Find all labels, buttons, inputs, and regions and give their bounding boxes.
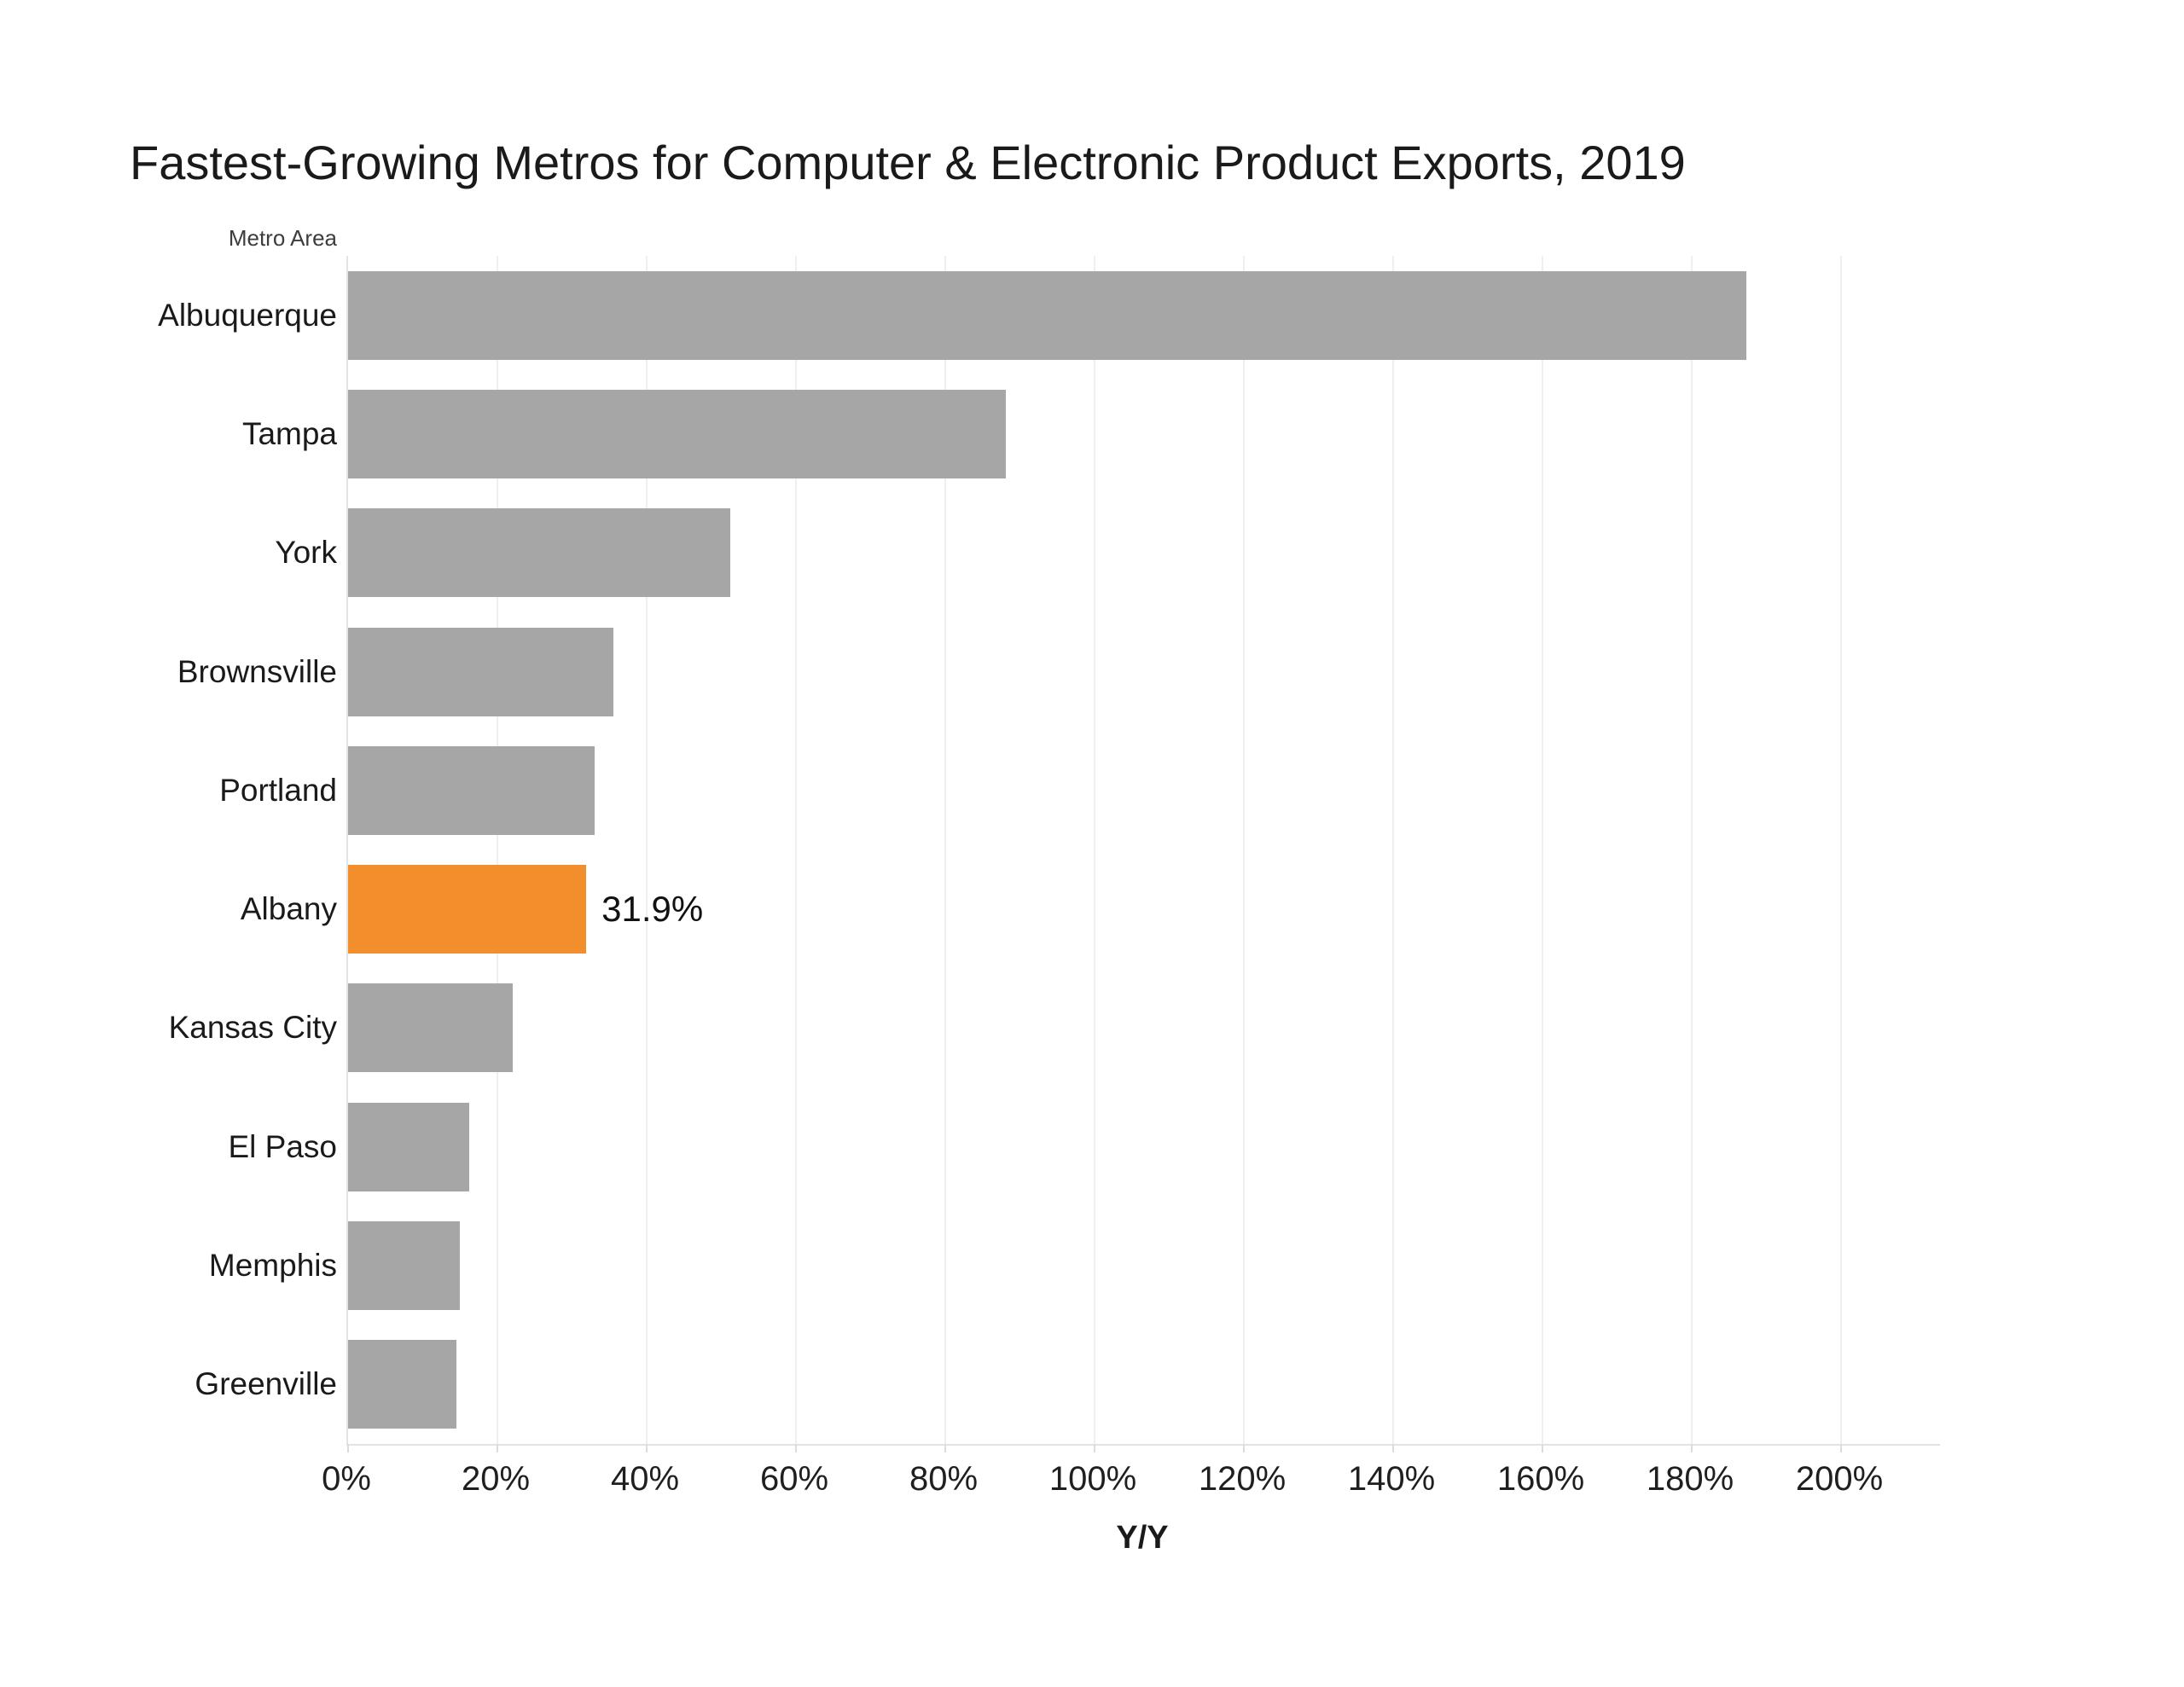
tick-mark-160% [1542, 1444, 1543, 1452]
x-tick-label-120%: 120% [1198, 1460, 1287, 1498]
x-tick-label-0%: 0% [322, 1460, 371, 1498]
bar-albany[interactable] [348, 865, 587, 954]
x-tick-label-140%: 140% [1347, 1460, 1436, 1498]
plot-area [346, 256, 1940, 1452]
bar-memphis[interactable] [348, 1221, 461, 1311]
bar-greenville[interactable] [348, 1340, 456, 1429]
category-label-albuquerque: Albuquerque [158, 297, 337, 333]
x-tick-label-180%: 180% [1646, 1460, 1734, 1498]
bar-el-paso[interactable] [348, 1102, 469, 1191]
gridline-140% [1392, 256, 1394, 1444]
x-tick-label-40%: 40% [610, 1460, 680, 1498]
x-tick-label-20%: 20% [461, 1460, 531, 1498]
chart-title: Fastest-Growing Metros for Computer & El… [130, 136, 1686, 189]
highlighted-bar-value-label: 31.9% [601, 889, 704, 930]
gridline-120% [1243, 256, 1245, 1444]
category-label-kansas-city: Kansas City [168, 1010, 337, 1046]
tick-mark-20% [497, 1444, 498, 1452]
tick-mark-100% [1094, 1444, 1095, 1452]
tick-mark-60% [795, 1444, 797, 1452]
gridline-100% [1094, 256, 1095, 1444]
x-axis-title: Y/Y [1116, 1520, 1169, 1556]
gridline-200% [1840, 256, 1842, 1444]
bar-portland[interactable] [348, 745, 595, 835]
bar-kansas-city[interactable] [348, 983, 513, 1073]
category-axis-header: Metro Area [228, 225, 337, 251]
x-tick-label-60%: 60% [759, 1460, 829, 1498]
x-tick-label-160%: 160% [1496, 1460, 1585, 1498]
gridline-20% [497, 256, 498, 1444]
category-label-albany: Albany [240, 891, 337, 927]
gridline-40% [646, 256, 648, 1444]
gridline-80% [944, 256, 946, 1444]
tick-mark-0% [347, 1444, 349, 1452]
x-tick-label-200%: 200% [1795, 1460, 1884, 1498]
category-label-tampa: Tampa [241, 415, 337, 451]
category-label-york: York [275, 535, 337, 571]
tick-mark-40% [646, 1444, 648, 1452]
bar-tampa[interactable] [348, 389, 1006, 478]
bar-york[interactable] [348, 508, 730, 598]
category-label-greenville: Greenville [195, 1366, 337, 1402]
bar-albuquerque[interactable] [348, 270, 1746, 360]
tick-mark-120% [1243, 1444, 1245, 1452]
category-label-portland: Portland [219, 772, 337, 808]
category-label-memphis: Memphis [208, 1248, 337, 1284]
x-tick-label-80%: 80% [909, 1460, 979, 1498]
x-tick-label-100%: 100% [1048, 1460, 1137, 1498]
category-label-brownsville: Brownsville [177, 653, 337, 689]
tick-mark-200% [1840, 1444, 1842, 1452]
tick-mark-180% [1691, 1444, 1693, 1452]
bar-brownsville[interactable] [348, 627, 613, 716]
tick-mark-80% [944, 1444, 946, 1452]
category-label-el-paso: El Paso [228, 1128, 337, 1164]
gridline-60% [795, 256, 797, 1444]
tick-mark-140% [1392, 1444, 1394, 1452]
gridline-180% [1691, 256, 1693, 1444]
gridline-160% [1542, 256, 1543, 1444]
